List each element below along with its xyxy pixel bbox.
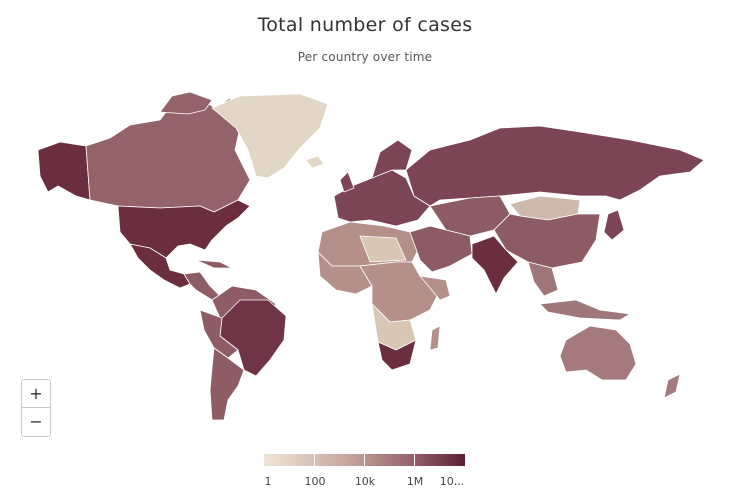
region-caribbean[interactable] xyxy=(195,259,233,269)
legend-label: 1M xyxy=(406,475,424,488)
zoom-out-button[interactable]: − xyxy=(29,412,43,431)
region-indonesia[interactable] xyxy=(539,299,631,321)
country-canada-islands[interactable] xyxy=(159,91,213,115)
country-india[interactable] xyxy=(471,235,519,295)
region-africa-west[interactable] xyxy=(317,251,373,295)
region-scandinavia[interactable] xyxy=(371,139,413,179)
legend-tick xyxy=(364,454,365,466)
country-uk[interactable] xyxy=(339,171,355,193)
country-china[interactable] xyxy=(493,213,601,269)
region-argentina-chile[interactable] xyxy=(209,347,245,421)
legend-tick xyxy=(414,454,415,466)
legend-label: 1 xyxy=(264,475,272,488)
country-greenland[interactable] xyxy=(211,93,329,179)
country-south-africa[interactable] xyxy=(377,339,417,371)
country-australia[interactable] xyxy=(559,325,637,381)
region-peru-bolivia[interactable] xyxy=(199,309,239,359)
country-madagascar[interactable] xyxy=(429,325,441,351)
region-africa-sahel[interactable] xyxy=(359,235,407,263)
map-title: Total number of cases xyxy=(257,14,473,36)
region-central-america[interactable] xyxy=(183,271,221,301)
legend-label: 100 xyxy=(304,475,326,488)
zoom-in-button[interactable]: + xyxy=(22,380,50,408)
region-africa-horn[interactable] xyxy=(419,275,451,301)
zoom-control: + − xyxy=(21,379,51,437)
map-subtitle: Per country over time xyxy=(297,50,433,64)
region-southeast-asia[interactable] xyxy=(527,261,559,297)
legend-tick xyxy=(314,454,315,466)
legend-label: 10k xyxy=(354,475,376,488)
country-japan[interactable] xyxy=(603,209,625,241)
country-russia[interactable] xyxy=(405,125,705,207)
legend-label: 10... xyxy=(439,475,465,488)
region-africa-central[interactable] xyxy=(359,261,441,323)
country-alaska[interactable] xyxy=(37,141,91,201)
country-iceland[interactable] xyxy=(305,155,325,169)
country-new-zealand[interactable] xyxy=(663,373,681,399)
